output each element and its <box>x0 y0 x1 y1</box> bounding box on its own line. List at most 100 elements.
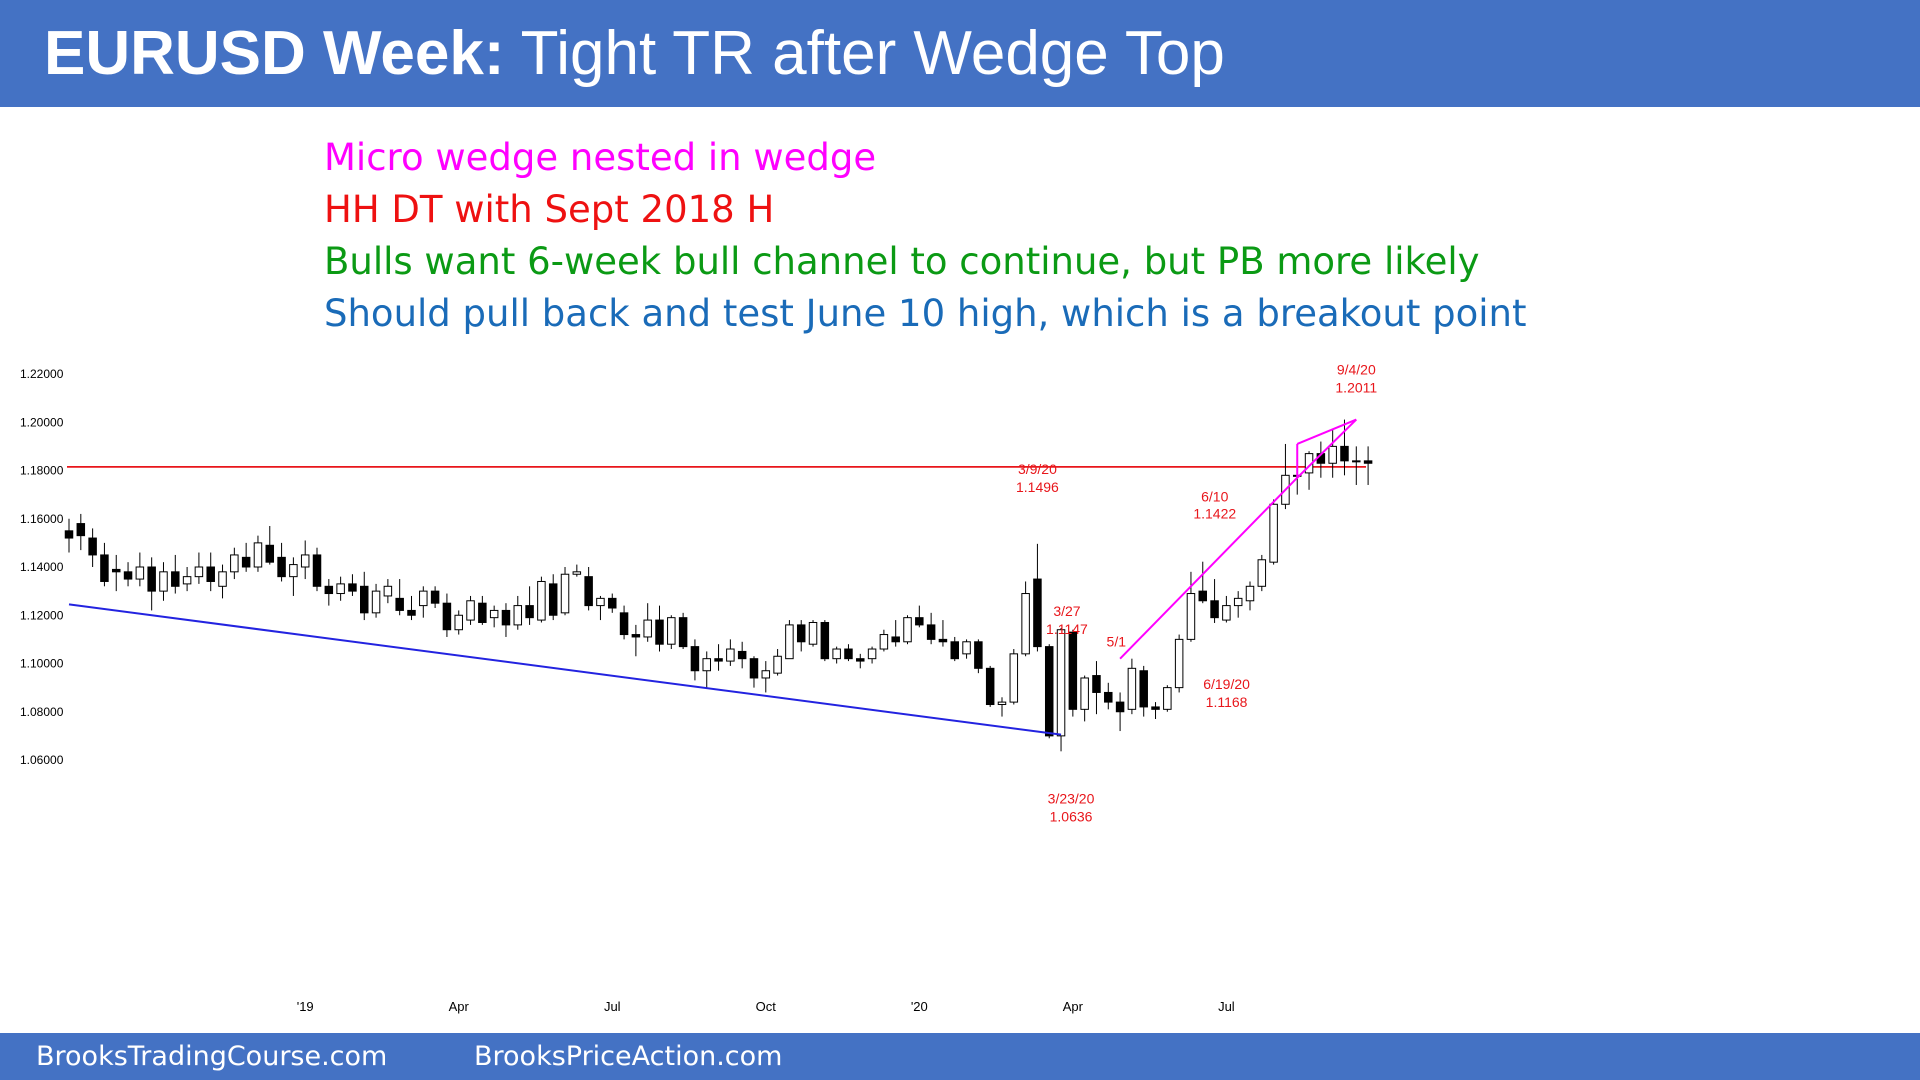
bull-candle-body <box>596 597 605 607</box>
bear-candle-body <box>88 537 97 556</box>
candle <box>419 586 428 618</box>
bear-candle-body <box>1115 701 1125 713</box>
bear-candle-body <box>1363 460 1373 464</box>
bear-candle-body <box>111 568 121 573</box>
bear-candle-body <box>395 597 404 611</box>
title-bold: EURUSD Week: <box>44 19 505 88</box>
bull-candle-body <box>419 590 428 607</box>
candle <box>1222 595 1231 623</box>
candle <box>76 513 86 551</box>
candlestick-chart: 1.22000 1.20000 1.18000 1.16000 1.14000 1.120… <box>20 362 1377 1014</box>
bear-candle-body <box>655 619 664 645</box>
annotation-label: 3/9/20 <box>1018 461 1057 477</box>
candle <box>123 562 133 587</box>
bull-candle-body <box>667 617 676 645</box>
bear-candle-body <box>241 556 251 568</box>
candle <box>277 542 286 582</box>
bull-candle-body <box>1222 605 1231 621</box>
bear-candle-body <box>1104 691 1113 703</box>
candle <box>608 593 617 613</box>
candle <box>596 595 605 621</box>
bull-candle-body <box>1352 460 1361 463</box>
candle <box>489 605 499 628</box>
bear-candle-body <box>631 634 641 638</box>
bear-candle-body <box>171 571 180 587</box>
footer-link-right[interactable]: BrooksPriceAction.com <box>474 1041 783 1072</box>
bull-candle-body <box>1245 585 1255 602</box>
bear-candle-body <box>1210 600 1219 619</box>
bear-candle-body <box>407 609 416 616</box>
candle <box>1080 675 1089 722</box>
bear-candle-body <box>64 530 74 539</box>
candle <box>135 552 145 587</box>
bull-candle-body <box>537 580 546 621</box>
candle <box>808 620 818 647</box>
bear-candle-body <box>76 523 86 537</box>
bear-candle-body <box>123 571 133 580</box>
bull-candle-body <box>773 655 782 674</box>
candle <box>111 554 121 592</box>
bull-candle-body <box>879 634 889 650</box>
candle <box>962 639 971 659</box>
bull-candle-body <box>253 542 263 568</box>
candle <box>702 651 711 688</box>
candle <box>548 574 558 621</box>
trend-line <box>1119 477 1298 660</box>
candle <box>336 576 345 601</box>
bear-candle-body <box>348 583 357 592</box>
slide-title: EURUSD Week: Tight TR after Wedge Top <box>44 14 1225 94</box>
annotation-label: 1.1422 <box>1193 506 1236 522</box>
candle <box>371 583 381 618</box>
bear-candle-body <box>1139 670 1148 708</box>
bull-candle-body <box>761 670 771 679</box>
bear-candle-body <box>1198 590 1208 602</box>
note-line-1: Micro wedge nested in wedge <box>324 136 877 179</box>
y-tick-label: 1.14000 <box>20 560 64 574</box>
candle <box>171 554 180 594</box>
bull-candle-body <box>336 583 345 595</box>
bear-candle-body <box>1033 578 1042 648</box>
bull-candle-body <box>702 658 711 672</box>
candle <box>324 579 334 606</box>
candle <box>867 646 877 664</box>
candle <box>1139 665 1148 717</box>
note-line-4: Should pull back and test June 10 high, … <box>324 292 1527 335</box>
candle <box>1092 661 1101 715</box>
x-tick-label: Apr <box>1063 999 1084 1014</box>
candle <box>1245 581 1255 611</box>
candle <box>348 574 357 596</box>
candle <box>206 552 215 592</box>
footer-link-left[interactable]: BrooksTradingCourse.com <box>36 1041 388 1072</box>
bear-candle-body <box>525 605 534 619</box>
bear-candle-body <box>796 624 806 643</box>
bull-candle-body <box>300 554 310 568</box>
candle <box>678 612 688 650</box>
candle <box>1163 685 1172 712</box>
candle <box>1198 561 1208 604</box>
candle <box>926 612 936 645</box>
trend-line <box>1296 418 1357 445</box>
annotation-label: 3/27 <box>1053 603 1080 619</box>
candle <box>1210 579 1219 623</box>
bear-candle-body <box>277 556 286 578</box>
bull-candle-body <box>560 573 570 614</box>
annotation-label: 1.1147 <box>1046 621 1088 637</box>
x-tick-label: Jul <box>604 999 621 1014</box>
y-tick-label: 1.22000 <box>20 367 64 381</box>
candle <box>194 552 204 584</box>
candle <box>667 615 676 650</box>
candle <box>584 567 593 611</box>
candle <box>1068 629 1078 717</box>
bear-candle-body <box>856 658 865 662</box>
annotation-label: 1.1168 <box>1206 694 1248 710</box>
bear-candle-body <box>548 583 558 616</box>
y-tick-label: 1.10000 <box>20 657 64 671</box>
bull-candle-body <box>997 701 1007 706</box>
candle <box>619 605 629 640</box>
footer-bar: BrooksTradingCourse.com BrooksPriceActio… <box>0 1033 1920 1080</box>
annotation-label: 3/23/20 <box>1048 790 1095 806</box>
candle <box>714 644 723 671</box>
bull-candle-body <box>1186 593 1196 640</box>
candle <box>737 641 747 669</box>
candle <box>300 540 310 580</box>
